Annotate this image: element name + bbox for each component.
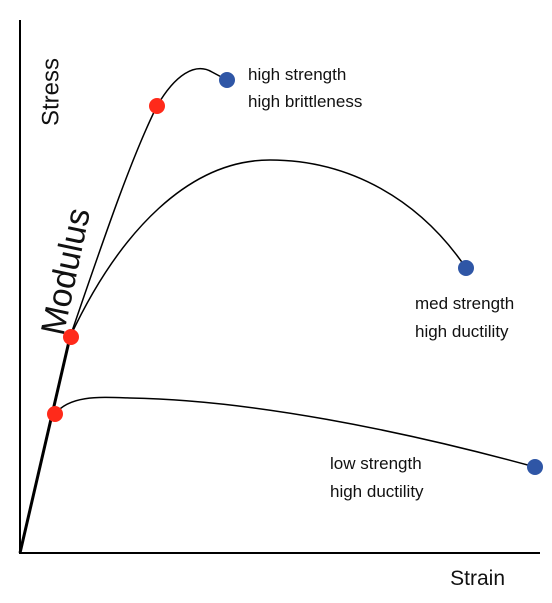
curve-label: high strength (248, 65, 346, 84)
curve-label: low strength (330, 454, 422, 473)
curve-low-strength (54, 396, 536, 468)
curve-med-strength (69, 159, 467, 338)
modulus-label: Modulus (34, 205, 98, 339)
yield-point (149, 98, 165, 114)
curve-label: med strength (415, 294, 514, 313)
fracture-point (458, 260, 474, 276)
curve-label: high ductility (330, 482, 424, 501)
curve-label: high brittleness (248, 92, 362, 111)
yield-point (63, 329, 79, 345)
y-axis-label: Stress (37, 58, 64, 126)
fracture-point (527, 459, 543, 475)
curve-label: high ductility (415, 322, 509, 341)
modulus-line (18, 336, 72, 554)
yield-point (47, 406, 63, 422)
curve-high-strength (69, 67, 228, 338)
fracture-point (219, 72, 235, 88)
x-axis-label: Strain (450, 567, 505, 590)
